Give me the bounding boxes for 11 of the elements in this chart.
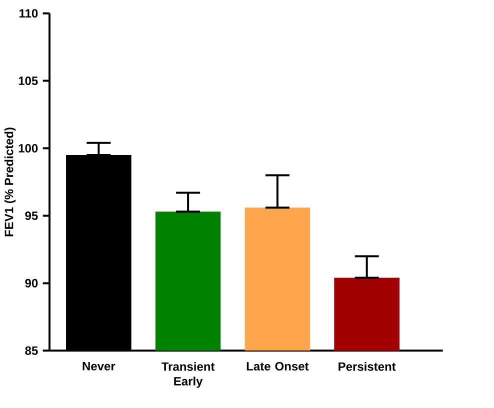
x-tick-label: Persistent (338, 362, 396, 371)
y-axis-title: FEV1 (% Predicted) (4, 128, 16, 236)
x-tick-label: Never (82, 362, 116, 370)
y-tick-label: 95 (25, 211, 38, 220)
y-tick-label: 85 (25, 346, 38, 355)
y-tick-label: 100 (18, 144, 38, 153)
x-tick-label: Late Onset (246, 362, 309, 371)
y-tick-label: 110 (20, 9, 38, 18)
y-tick-label: 105 (18, 76, 38, 86)
y-tick-label: 90 (25, 278, 38, 288)
x-tick-label: Transient Early (162, 362, 215, 388)
